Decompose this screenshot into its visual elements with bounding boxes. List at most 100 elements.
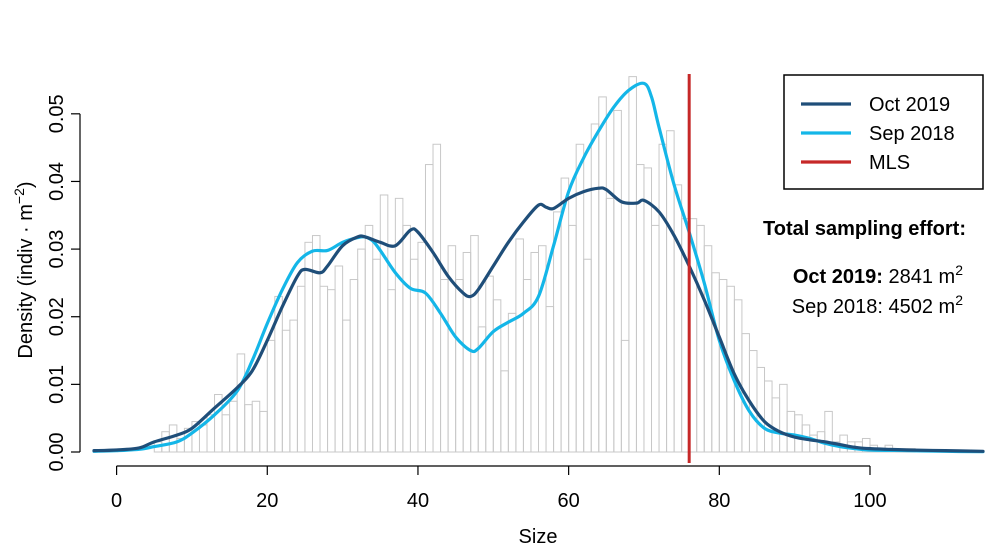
- histogram-bar: [824, 410, 833, 453]
- histogram-bar: [304, 241, 313, 453]
- histogram-bar: [590, 123, 600, 453]
- x-tick-label: 0: [111, 490, 122, 512]
- histogram-bar: [161, 431, 170, 453]
- effort-sep-label: Sep 2018:: [792, 296, 883, 318]
- histogram-bar: [387, 289, 396, 453]
- legend-label: Sep 2018: [869, 123, 955, 145]
- histogram-bar: [643, 167, 653, 453]
- y-tick-label: 0.02: [46, 297, 68, 336]
- legend: Oct 2019 Sep 2018 MLS: [783, 74, 984, 190]
- histogram-bar: [651, 224, 660, 453]
- x-tick-label: 40: [407, 490, 429, 512]
- histogram-bar: [605, 197, 615, 453]
- histogram-bar: [718, 279, 728, 453]
- histogram-bar: [281, 329, 291, 453]
- y-axis-title: Density (indiv · m−2): [11, 181, 37, 358]
- histogram-bar: [764, 380, 773, 453]
- effort-oct-sup: 2: [955, 262, 963, 278]
- histogram-bar: [372, 258, 381, 453]
- histogram-bar: [244, 404, 253, 453]
- histogram-bar: [266, 339, 276, 453]
- histogram-bar: [379, 194, 389, 453]
- histogram-bar: [786, 410, 796, 453]
- histogram-bar: [432, 143, 442, 453]
- histogram-bar: [530, 251, 540, 453]
- histogram-bar: [598, 96, 607, 453]
- histogram-bar: [583, 258, 592, 453]
- effort-line-oct-2019: Oct 2019: 2841 m2: [793, 262, 963, 288]
- histogram-bar: [620, 339, 630, 453]
- histogram-bar: [251, 400, 261, 453]
- histogram-bar: [613, 109, 622, 453]
- histogram-bar: [259, 410, 268, 453]
- histogram-bar: [334, 265, 344, 453]
- histogram-bar: [327, 289, 336, 453]
- histogram-bar: [236, 353, 246, 453]
- histogram-bar: [402, 224, 411, 453]
- y-tick-label: 0.04: [46, 162, 68, 201]
- x-tick-label: 80: [708, 490, 730, 512]
- effort-sep-sup: 2: [955, 292, 963, 308]
- y-axis-title-main: Density (indiv · m: [15, 204, 37, 358]
- histogram-bar: [500, 370, 509, 453]
- y-tick-label: 0.00: [46, 433, 68, 472]
- histogram-bar: [394, 197, 404, 453]
- histogram-bar: [440, 279, 449, 453]
- y-axis-title-close: ): [15, 181, 37, 188]
- histogram-bar: [417, 241, 426, 453]
- histogram-bar: [515, 238, 524, 453]
- histogram-bar: [198, 424, 208, 453]
- histogram-bar: [522, 279, 532, 453]
- histogram-bar: [462, 251, 472, 453]
- histogram-bar: [357, 248, 366, 453]
- histogram-bar: [703, 245, 713, 453]
- histogram-bar: [673, 184, 683, 453]
- histogram-bar: [485, 275, 494, 453]
- density-curves: [92, 81, 985, 454]
- x-tick-label: 20: [256, 490, 278, 512]
- histogram-bar: [635, 164, 645, 453]
- histogram-bar: [553, 211, 562, 453]
- y-tick-label: 0.03: [46, 230, 68, 269]
- histogram-bar: [568, 224, 577, 453]
- histogram-bar: [342, 319, 351, 453]
- x-tick-label: 100: [853, 490, 886, 512]
- histogram-bar: [711, 272, 720, 453]
- histogram-bar: [229, 400, 238, 453]
- x-axis-title: Size: [519, 526, 558, 548]
- legend-label: MLS: [869, 152, 910, 174]
- histogram-bar: [545, 306, 555, 453]
- histogram-bar: [311, 235, 321, 453]
- histogram-bar: [296, 285, 306, 453]
- y-tick-label: 0.05: [46, 94, 68, 133]
- histogram-bar: [628, 76, 637, 453]
- y-axis-title-sup: −2: [11, 188, 27, 204]
- histogram-bar: [221, 414, 231, 453]
- histogram-bar: [349, 279, 359, 453]
- histogram-bar: [424, 164, 434, 453]
- x-axis: 0 20 40 60 80 100: [111, 465, 887, 512]
- effort-oct-value: 2841 m: [883, 266, 955, 288]
- legend-label: Oct 2019: [869, 94, 950, 116]
- histogram-bar: [658, 143, 668, 453]
- histogram-bar: [779, 383, 788, 453]
- y-tick-label: 0.01: [46, 365, 68, 404]
- y-axis: 0.00 0.01 0.02 0.03 0.04 0.05: [46, 94, 81, 472]
- effort-line-sep-2018: Sep 2018: 4502 m2: [792, 292, 963, 318]
- histogram-bar: [794, 414, 803, 453]
- density-line-oct-2019: [92, 186, 985, 453]
- histogram-bar: [492, 299, 502, 453]
- x-tick-label: 60: [558, 490, 580, 512]
- histogram-bar: [364, 224, 374, 453]
- histogram-bar: [507, 312, 517, 453]
- histogram-bar: [319, 285, 329, 453]
- effort-oct-label: Oct 2019:: [793, 266, 883, 288]
- effort-sep-value: 4502 m: [883, 296, 955, 318]
- histogram-bar: [289, 319, 298, 453]
- histogram-bar: [771, 397, 781, 453]
- histogram-bar: [756, 366, 766, 453]
- histogram-bar: [470, 235, 479, 453]
- sampling-effort-annotation: Total sampling effort: Oct 2019: 2841 m2…: [763, 218, 966, 318]
- histogram-bar: [455, 279, 464, 453]
